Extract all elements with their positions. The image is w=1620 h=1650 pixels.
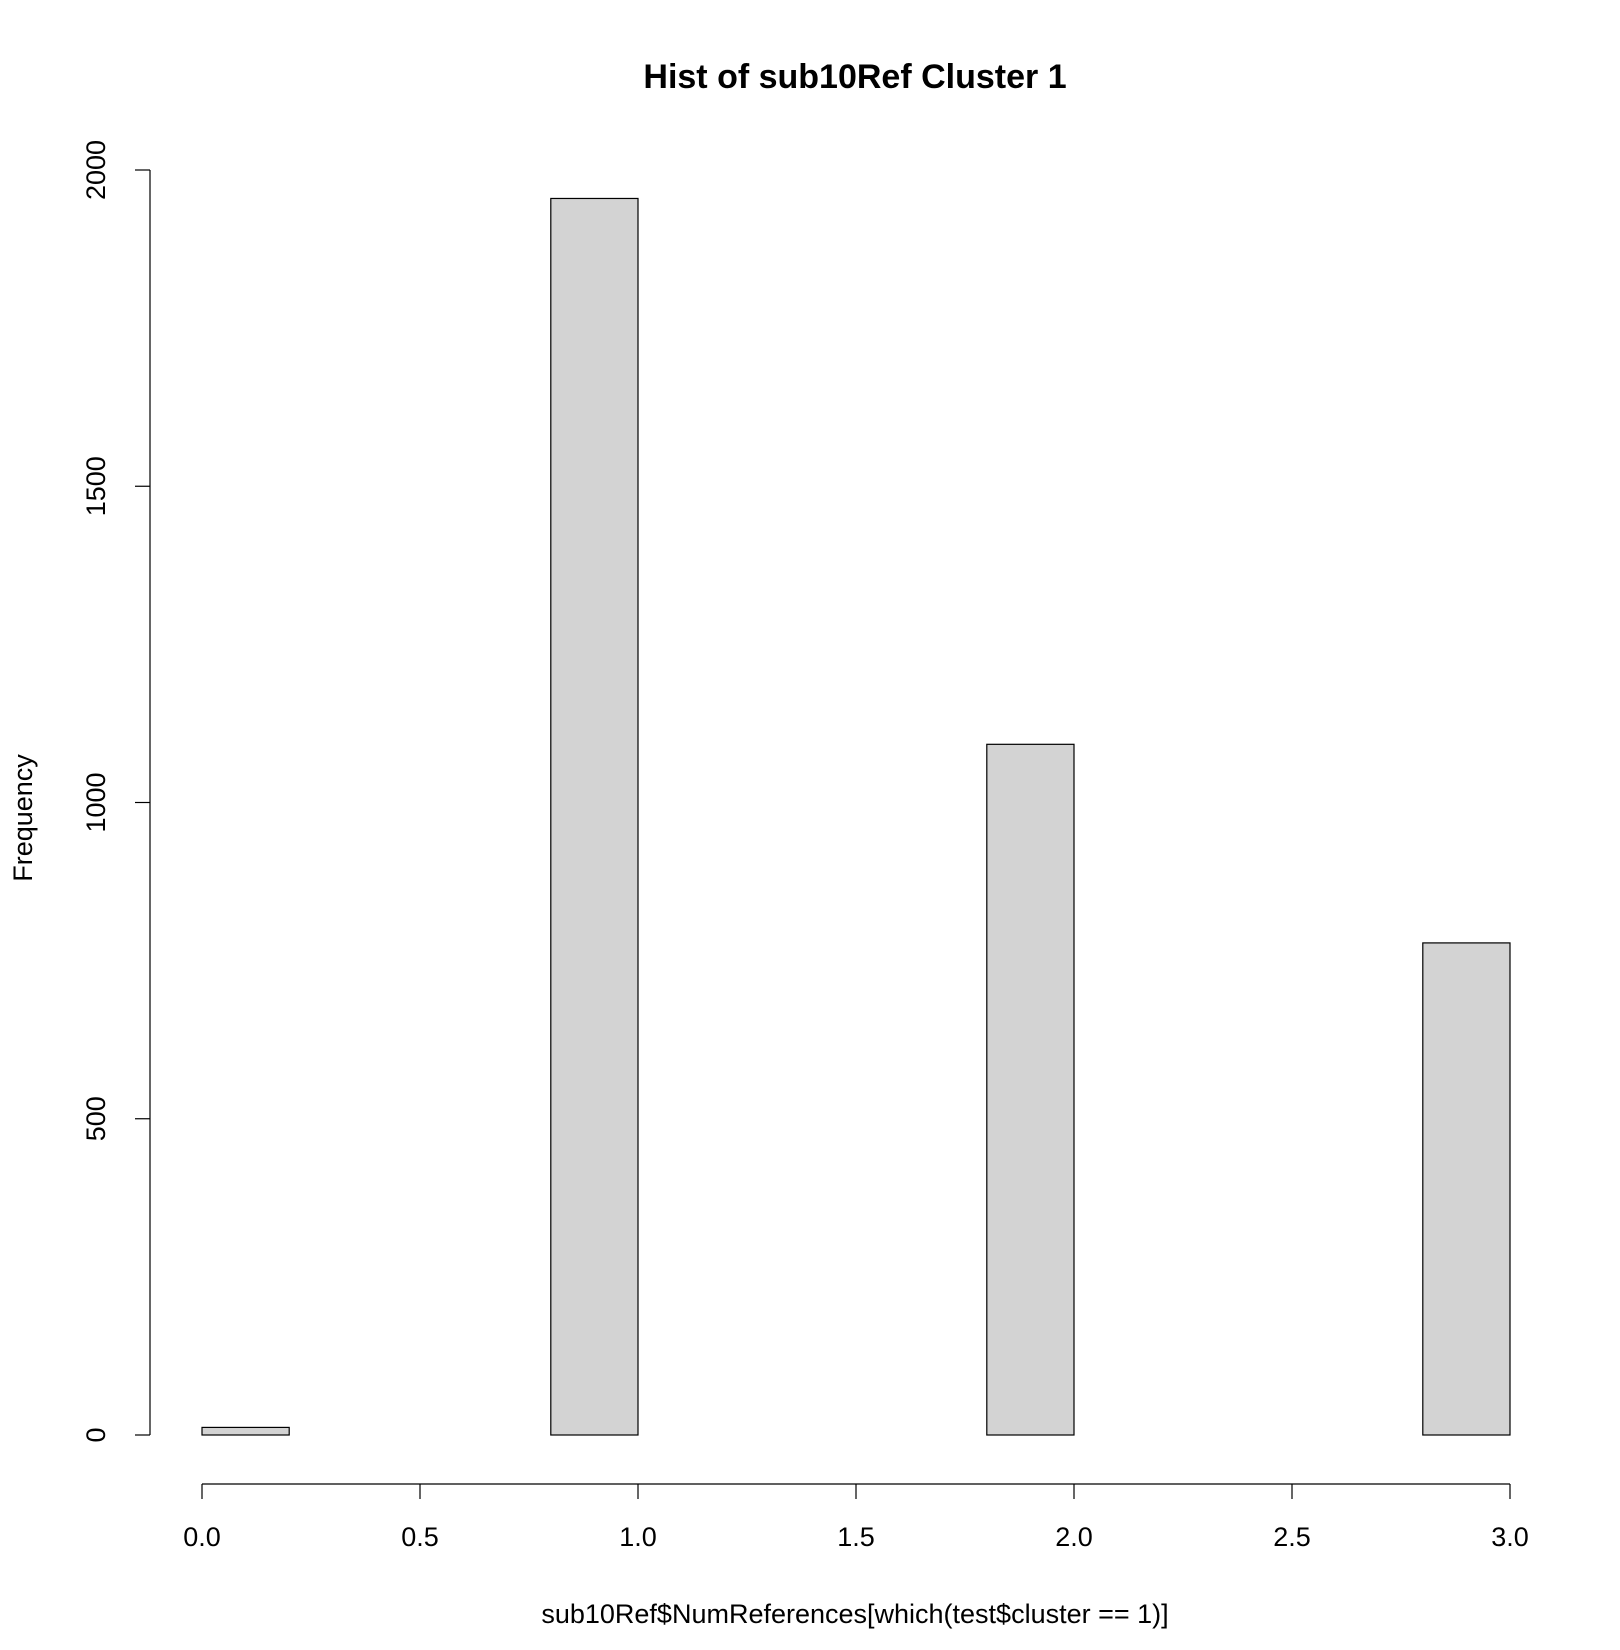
- x-tick-label-6: 3.0: [1491, 1522, 1529, 1552]
- y-axis-label: Frequency: [8, 754, 38, 882]
- y-tick-label-1: 500: [81, 1096, 111, 1141]
- x-axis: 0.0 0.5 1.0 1.5 2.0 2.5 3.0: [183, 1483, 1529, 1552]
- x-tick-label-1: 0.5: [401, 1522, 439, 1552]
- chart-title: Hist of sub10Ref Cluster 1: [643, 58, 1066, 96]
- x-tick-label-2: 1.0: [619, 1522, 657, 1552]
- y-axis: 0 500 1000 1500 2000: [81, 140, 151, 1443]
- x-tick-label-3: 1.5: [837, 1522, 875, 1552]
- y-tick-label-0: 0: [81, 1427, 111, 1442]
- histogram-bar-9: [986, 743, 1075, 1436]
- x-tick-label-0: 0.0: [183, 1522, 221, 1552]
- histogram-bar-4: [550, 197, 639, 1436]
- y-tick-label-3: 1500: [81, 456, 111, 516]
- x-axis-label: sub10Ref$NumReferences[which(test$cluste…: [541, 1599, 1168, 1629]
- y-tick-label-4: 2000: [81, 140, 111, 200]
- y-tick-label-2: 1000: [81, 772, 111, 832]
- bars-group: [201, 197, 1511, 1436]
- x-tick-label-4: 2.0: [1055, 1522, 1093, 1552]
- histogram-bar-14: [1422, 942, 1511, 1436]
- histogram-bar-0: [201, 1426, 290, 1436]
- x-tick-label-5: 2.5: [1273, 1522, 1311, 1552]
